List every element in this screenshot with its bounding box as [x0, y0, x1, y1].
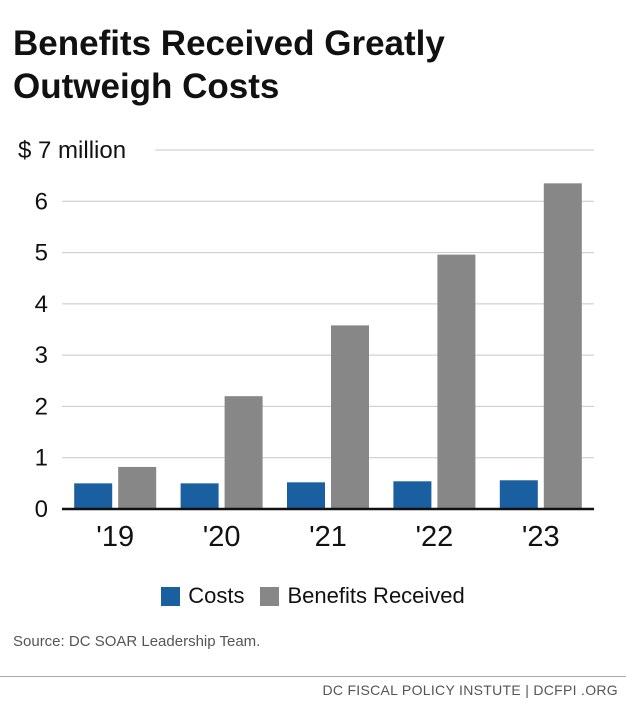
y-tick-label: 6	[35, 188, 48, 215]
gridlines	[62, 149, 594, 459]
footer-credit: DC FISCAL POLICY INSTUTE | DCFPI .ORG	[322, 682, 618, 698]
legend-item-costs: Costs	[161, 583, 244, 609]
y-tick-label: 3	[35, 342, 48, 369]
bar-benefits	[224, 396, 263, 509]
source-note: Source: DC SOAR Leadership Team.	[13, 633, 261, 650]
y-tick-label: 1	[35, 445, 48, 472]
bar-benefits	[331, 325, 369, 509]
bar-costs	[287, 482, 325, 509]
legend-swatch-benefits	[260, 586, 280, 606]
bar-chart: 0 1 2 3 4 5 6 $ 7 million '19 '20 '21 '22 '23	[18, 137, 594, 553]
x-tick-label: '20	[203, 521, 241, 553]
bar-benefits	[118, 466, 157, 509]
axis-labels: 0 1 2 3 4 5 6 $ 7 million '19 '20 '21 '22 '23	[18, 137, 594, 553]
bar-costs	[393, 481, 432, 509]
legend-label-costs: Costs	[188, 583, 245, 608]
y-tick-label: $ 7 million	[18, 137, 126, 164]
y-tick-label: 2	[35, 393, 48, 420]
bar-benefits	[543, 183, 582, 510]
y-tick-label: 5	[35, 240, 48, 267]
x-tick-label: '21	[309, 521, 347, 553]
footer-divider	[0, 676, 626, 677]
bar-benefits	[437, 254, 476, 509]
x-tick-label: '22	[416, 521, 454, 553]
y-tick-label: 0	[35, 496, 48, 523]
chart-title: Benefits Received Greatly Outweigh Costs	[13, 24, 445, 106]
y-tick-label: 4	[35, 291, 48, 318]
legend-label-benefits: Benefits Received	[287, 583, 465, 608]
legend-item-benefits: Benefits Received	[260, 583, 465, 609]
legend-swatch-costs	[161, 586, 181, 606]
bar-costs	[74, 483, 113, 509]
bar-costs	[180, 483, 219, 509]
bar-costs	[499, 480, 538, 509]
x-tick-label: '19	[96, 521, 134, 553]
bars	[74, 183, 582, 510]
legend: Costs Benefits Received	[0, 583, 626, 609]
x-tick-label: '23	[522, 521, 560, 553]
